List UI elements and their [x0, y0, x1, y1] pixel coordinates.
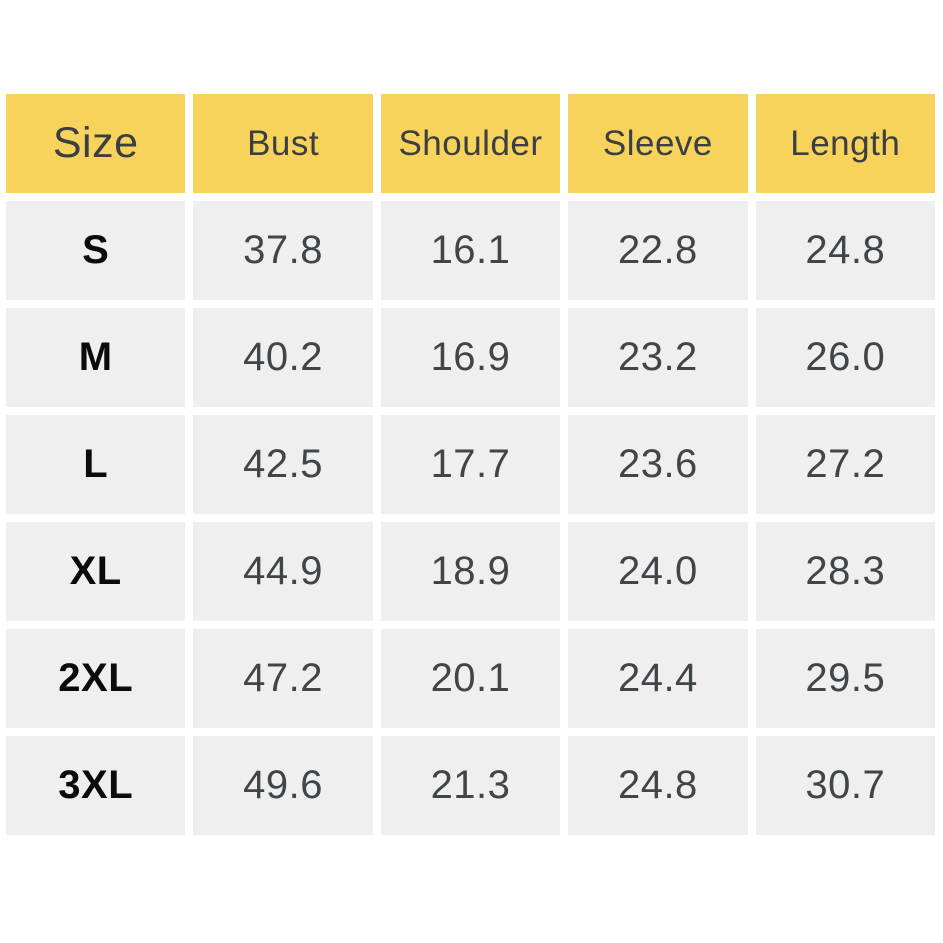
value-cell-2xl-length: 29.5 [755, 629, 935, 728]
value-cell-l-sleeve: 23.6 [568, 415, 748, 514]
value-cell-s-shoulder: 16.1 [380, 201, 561, 300]
value-cell-s-sleeve: 22.8 [568, 201, 748, 300]
value-cell-3xl-length: 30.7 [755, 736, 935, 835]
value-cell-xl-length: 28.3 [755, 522, 935, 621]
size-label-2xl: 2XL [6, 629, 186, 728]
size-label-l: L [6, 415, 186, 514]
header-cell-shoulder: Shoulder [380, 94, 561, 193]
value-cell-xl-sleeve: 24.0 [568, 522, 748, 621]
value-cell-s-bust: 37.8 [193, 201, 373, 300]
value-cell-m-length: 26.0 [755, 308, 935, 407]
header-cell-length: Length [755, 94, 935, 193]
value-cell-3xl-sleeve: 24.8 [568, 736, 748, 835]
value-cell-xl-shoulder: 18.9 [380, 522, 561, 621]
size-label-xl: XL [6, 522, 186, 621]
header-cell-sleeve: Sleeve [568, 94, 748, 193]
value-cell-xl-bust: 44.9 [193, 522, 373, 621]
header-cell-size: Size [6, 94, 186, 193]
value-cell-2xl-bust: 47.2 [193, 629, 373, 728]
value-cell-3xl-shoulder: 21.3 [380, 736, 561, 835]
header-cell-bust: Bust [193, 94, 373, 193]
size-label-s: S [6, 201, 186, 300]
value-cell-l-shoulder: 17.7 [380, 415, 561, 514]
value-cell-l-length: 27.2 [755, 415, 935, 514]
size-chart-table: Size Bust Shoulder Sleeve Length S 37.8 … [6, 94, 935, 835]
value-cell-2xl-shoulder: 20.1 [380, 629, 561, 728]
size-label-m: M [6, 308, 186, 407]
value-cell-l-bust: 42.5 [193, 415, 373, 514]
value-cell-3xl-bust: 49.6 [193, 736, 373, 835]
value-cell-m-bust: 40.2 [193, 308, 373, 407]
value-cell-2xl-sleeve: 24.4 [568, 629, 748, 728]
value-cell-m-sleeve: 23.2 [568, 308, 748, 407]
size-label-3xl: 3XL [6, 736, 186, 835]
value-cell-s-length: 24.8 [755, 201, 935, 300]
value-cell-m-shoulder: 16.9 [380, 308, 561, 407]
